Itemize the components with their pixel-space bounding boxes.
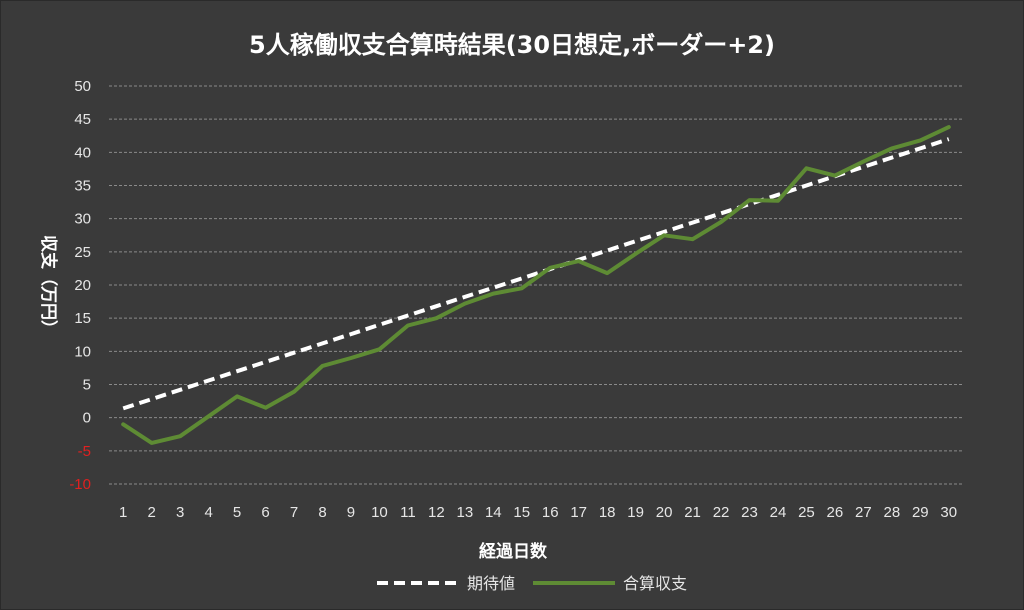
- y-tick-label: 10: [74, 343, 91, 360]
- y-tick-label: 15: [74, 310, 91, 327]
- x-tick-label: 19: [627, 504, 644, 521]
- x-tick-label: 1: [119, 504, 127, 521]
- y-tick-label: 0: [83, 410, 91, 427]
- x-tick-label: 20: [656, 504, 673, 521]
- x-tick-label: 8: [318, 504, 326, 521]
- x-tick-label: 27: [855, 504, 872, 521]
- y-tick-label: 35: [74, 178, 91, 195]
- x-tick-label: 16: [542, 504, 559, 521]
- legend-label: 合算収支: [623, 574, 687, 593]
- series-line-expected: [122, 137, 950, 411]
- series-lines: [121, 125, 951, 445]
- y-tick-label: 40: [74, 144, 91, 161]
- x-tick-label: 3: [176, 504, 184, 521]
- x-tick-label: 25: [798, 504, 815, 521]
- x-tick-label: 11: [400, 504, 416, 521]
- x-tick-label: 30: [940, 504, 957, 521]
- x-tick-label: 10: [371, 504, 388, 521]
- y-tick-label: 30: [74, 211, 91, 228]
- legend-label: 期待値: [467, 574, 515, 593]
- x-tick-label: 7: [290, 504, 298, 521]
- y-tick-label: 50: [74, 78, 91, 95]
- y-tick-label: 5: [83, 377, 91, 394]
- x-axis-ticks: 1 2 3 4 5 6 7 8 9 10 11 12 13 14 15 16 17 18 19 20 21 22 23 24 2…: [119, 504, 957, 521]
- x-tick-label: 28: [883, 504, 900, 521]
- gridlines: [109, 85, 963, 485]
- x-tick-label: 6: [261, 504, 269, 521]
- x-tick-label: 13: [456, 504, 473, 521]
- y-tick-label: -10: [69, 476, 91, 493]
- y-axis-label: 収支（万円）: [38, 235, 59, 337]
- x-tick-label: 2: [148, 504, 156, 521]
- x-axis-label: 経過日数: [479, 541, 548, 562]
- x-tick-label: 23: [741, 504, 758, 521]
- y-tick-label: -5: [78, 443, 91, 460]
- x-tick-label: 12: [428, 504, 445, 521]
- x-tick-label: 22: [713, 504, 730, 521]
- legend: 期待値 合算収支: [377, 574, 687, 593]
- x-tick-label: 17: [570, 504, 587, 521]
- y-tick-label: 45: [74, 111, 91, 128]
- y-tick-label: 20: [74, 277, 91, 294]
- x-tick-label: 4: [204, 504, 212, 521]
- chart-title: 5人稼働収支合算時結果(30日想定,ボーダー+2): [249, 31, 775, 59]
- series-line-actual: [121, 125, 951, 445]
- x-tick-label: 29: [912, 504, 929, 521]
- x-tick-label: 14: [485, 504, 502, 521]
- x-tick-label: 24: [770, 504, 787, 521]
- x-tick-label: 21: [684, 504, 701, 521]
- x-tick-label: 26: [827, 504, 844, 521]
- x-tick-label: 9: [347, 504, 355, 521]
- x-tick-label: 5: [233, 504, 241, 521]
- x-tick-label: 15: [513, 504, 530, 521]
- y-tick-label: 25: [74, 244, 91, 261]
- x-tick-label: 18: [599, 504, 616, 521]
